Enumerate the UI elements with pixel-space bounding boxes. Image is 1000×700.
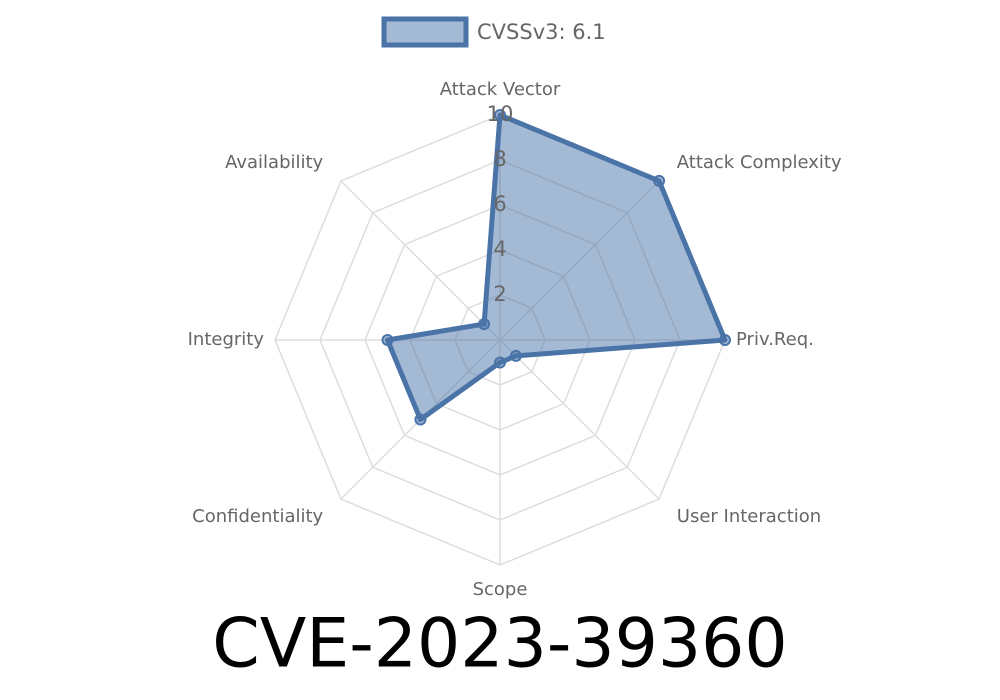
- r-tick-label: 4: [493, 237, 506, 261]
- spoke: [499, 339, 660, 500]
- axis-label: Attack Complexity: [677, 152, 842, 173]
- r-tick-label: 2: [493, 282, 506, 306]
- radar-point: [494, 109, 506, 121]
- axis-label: Priv.Req.: [736, 329, 814, 350]
- radar-point: [414, 413, 427, 426]
- radar-point: [653, 174, 666, 187]
- r-tick-label: 6: [493, 192, 506, 216]
- radar-point: [478, 318, 491, 331]
- axis-label: Availability: [225, 152, 323, 173]
- axis-label: Scope: [473, 579, 528, 600]
- r-tick-label: 8: [493, 147, 506, 171]
- radar-point: [381, 334, 394, 346]
- legend-swatch: [381, 16, 469, 48]
- chart-title: CVE-2023-39360: [212, 605, 787, 684]
- radar-point: [494, 356, 506, 369]
- spoke: [340, 180, 501, 341]
- axis-label: Confidentiality: [192, 506, 323, 527]
- r-tick-label: 10: [487, 102, 514, 126]
- legend-label: CVSSv3: 6.1: [477, 20, 606, 44]
- axis-label: Integrity: [188, 329, 265, 350]
- axis-label: Attack Vector: [440, 79, 561, 100]
- radar-point: [719, 334, 731, 346]
- radar-area: [385, 112, 728, 423]
- radar-point: [509, 349, 522, 362]
- axis-label: User Interaction: [677, 506, 821, 527]
